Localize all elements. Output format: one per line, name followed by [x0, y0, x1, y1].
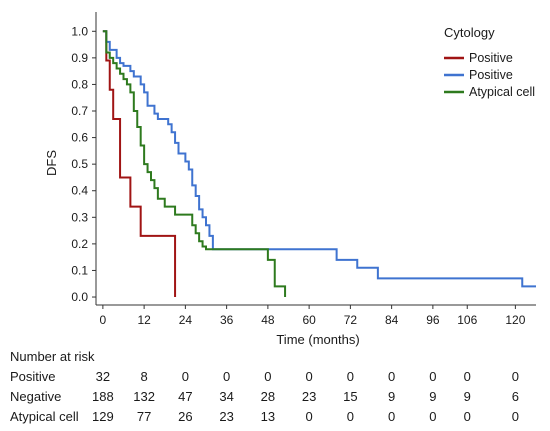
x-tick-label: 60: [302, 313, 316, 327]
y-tick-label: 0.8: [71, 77, 88, 91]
y-tick-label: 0.4: [71, 184, 88, 198]
y-tick-label: 0.7: [71, 104, 88, 118]
y-tick-label: 0.6: [71, 131, 88, 145]
x-tick-label: 96: [426, 313, 440, 327]
legend-label: Positive: [469, 68, 513, 82]
y-tick-label: 0.0: [71, 290, 88, 304]
x-tick-label: 84: [385, 313, 399, 327]
x-tick-label: 0: [100, 313, 107, 327]
x-axis-label: Time (months): [276, 332, 359, 347]
y-tick-label: 1.0: [71, 24, 88, 38]
y-tick-label: 0.2: [71, 237, 88, 251]
x-tick-label: 120: [505, 313, 525, 327]
survival-curve-1: [102, 30, 177, 298]
x-tick-label: 12: [137, 313, 151, 327]
survival-curves: [102, 30, 536, 298]
survival-curve-2: [102, 30, 536, 288]
legend-label: Atypical cell: [469, 85, 535, 99]
x-tick-label: 106: [457, 313, 477, 327]
x-tick-label: 48: [261, 313, 275, 327]
x-tick-label: 36: [220, 313, 234, 327]
legend-title: Cytology: [444, 25, 495, 40]
y-tick-label: 0.1: [71, 263, 88, 277]
y-tick-label: 0.3: [71, 210, 88, 224]
legend-label: Positive: [469, 51, 513, 65]
y-axis-label: DFS: [44, 150, 59, 176]
x-tick-label: 72: [344, 313, 358, 327]
y-tick-label: 0.9: [71, 51, 88, 65]
survival-curve-3: [102, 30, 287, 298]
x-tick-label: 24: [179, 313, 193, 327]
y-tick-label: 0.5: [71, 157, 88, 171]
chart-axes: 0.0 0.1 0.2 0.3 0.4 0.5 0.6 0.7 0.8 0.9 1.0 0 12 24 36…: [71, 12, 536, 327]
legend: Cytology Positive Positive Atypical cell: [444, 25, 535, 99]
